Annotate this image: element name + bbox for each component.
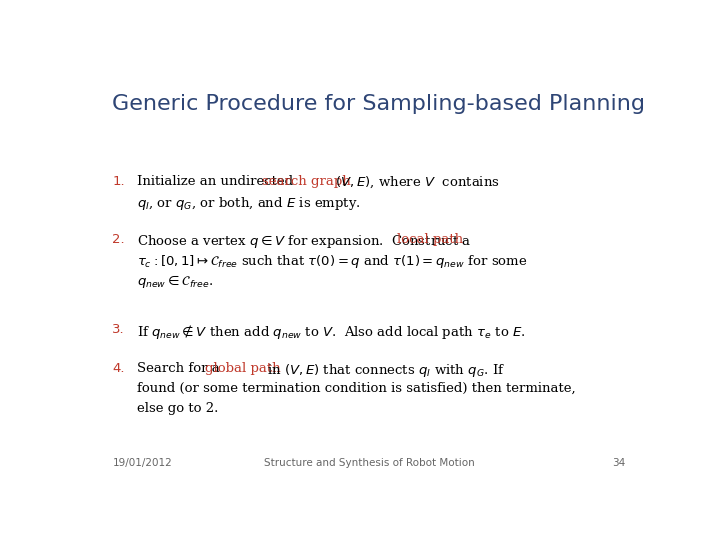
Text: 19/01/2012: 19/01/2012 — [112, 458, 172, 468]
Text: If $q_{new} \notin V$ then add $q_{new}$ to $V$.  Also add local path $\tau_e$ t: If $q_{new} \notin V$ then add $q_{new}$… — [138, 322, 526, 341]
Text: Generic Procedure for Sampling-based Planning: Generic Procedure for Sampling-based Pla… — [112, 94, 645, 114]
Text: 34: 34 — [613, 458, 626, 468]
Text: $(V, E)$, where $V$  contains: $(V, E)$, where $V$ contains — [330, 175, 500, 191]
Text: search graph: search graph — [262, 175, 351, 188]
Text: $\tau_c : [0,1] \mapsto \mathcal{C}_{free}$ such that $\tau(0) = q$ and $\tau(1): $\tau_c : [0,1] \mapsto \mathcal{C}_{fre… — [138, 253, 528, 270]
Text: 1.: 1. — [112, 175, 125, 188]
Text: 4.: 4. — [112, 362, 125, 375]
Text: 3.: 3. — [112, 322, 125, 335]
Text: Search for a: Search for a — [138, 362, 225, 375]
Text: Choose a vertex $q \in V$ for expansion.  Construct a: Choose a vertex $q \in V$ for expansion.… — [138, 233, 472, 250]
Text: Initialize an undirected: Initialize an undirected — [138, 175, 298, 188]
Text: global path: global path — [205, 362, 281, 375]
Text: $q_I$, or $q_G$, or both, and $E$ is empty.: $q_I$, or $q_G$, or both, and $E$ is emp… — [138, 195, 361, 212]
Text: local path: local path — [397, 233, 463, 246]
Text: found (or some termination condition is satisfied) then terminate,: found (or some termination condition is … — [138, 382, 576, 395]
Text: in $(V, E)$ that connects $q_I$ with $q_G$. If: in $(V, E)$ that connects $q_I$ with $q_… — [264, 362, 505, 379]
Text: Structure and Synthesis of Robot Motion: Structure and Synthesis of Robot Motion — [264, 458, 474, 468]
Text: $q_{new} \in \mathcal{C}_{free}$.: $q_{new} \in \mathcal{C}_{free}$. — [138, 273, 214, 290]
Text: 2.: 2. — [112, 233, 125, 246]
Text: else go to 2.: else go to 2. — [138, 402, 219, 415]
